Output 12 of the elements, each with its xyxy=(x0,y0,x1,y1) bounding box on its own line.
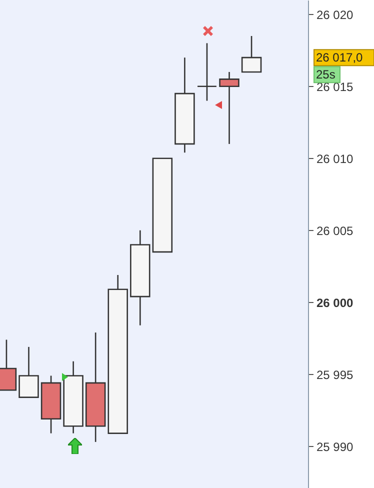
candlestick xyxy=(196,42,218,102)
y-tick-label: 25 990 xyxy=(316,440,354,454)
y-tick-label: 26 015 xyxy=(316,80,354,94)
text: 26 017,0 xyxy=(316,50,364,65)
candlestick xyxy=(241,35,262,73)
text: 25s xyxy=(316,68,336,82)
y-tick-label: 26 000 xyxy=(316,296,354,310)
y-tick-label: 26 005 xyxy=(316,224,354,238)
y-tick-label: 26 010 xyxy=(316,152,354,166)
y-tick-label: 25 995 xyxy=(316,368,354,382)
candlestick xyxy=(18,346,39,398)
y-tick-label: 26 020 xyxy=(316,8,354,22)
